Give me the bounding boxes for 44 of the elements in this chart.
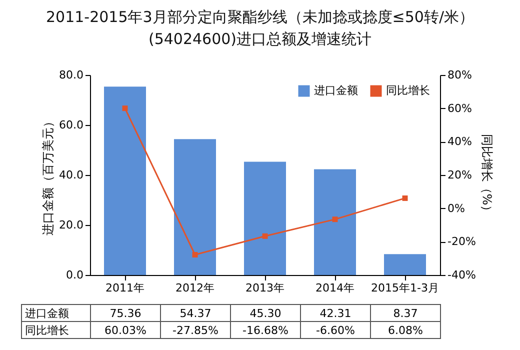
- x-tick-label: 2014年: [316, 282, 354, 294]
- x-tick-label: 2011年: [106, 282, 144, 294]
- bar: [314, 169, 356, 275]
- data-label: 8.37: [370, 304, 440, 322]
- data-label: -27.85%: [160, 322, 230, 338]
- bar: [244, 162, 286, 275]
- data-label: 6.08%: [370, 322, 440, 338]
- point: [332, 216, 338, 222]
- data-label: 42.31: [300, 304, 370, 322]
- x-tick-label: 2013年: [246, 282, 284, 294]
- y2-tick-label: 20%: [448, 168, 472, 182]
- chart-title: 2011-2015年3月部分定向聚酯纱线（未加捻或捻度≤50转/米）(54024600)进口总额及增速统计: [44, 7, 475, 50]
- y2-tick-label: 0%: [448, 202, 465, 215]
- data-label: 45.30: [230, 304, 300, 322]
- text: 进口金额: [25, 306, 69, 320]
- data-label: 54.37: [160, 304, 230, 322]
- data-label: -6.60%: [300, 322, 370, 338]
- y2-tick-label: 40%: [448, 135, 472, 148]
- y2-tick-label: -40%: [448, 268, 476, 282]
- point: [402, 195, 408, 201]
- x-tick-label: 2012年: [176, 282, 214, 294]
- y-axis-title: 进口金额（百万美元）: [41, 116, 56, 236]
- text: 同比增长: [25, 324, 69, 336]
- y2-tick-label: -20%: [448, 235, 476, 248]
- y2-axis-title: 同比增长（%）: [480, 134, 494, 218]
- x-tick-label: 2015年1-3月: [371, 282, 439, 294]
- y-tick-label: 60.0: [59, 118, 84, 132]
- y-tick-label: 80.0: [59, 68, 84, 82]
- point: [262, 233, 268, 239]
- y-tick-label: 40.0: [59, 168, 84, 182]
- legend-label: 进口金额: [314, 84, 358, 97]
- y-tick-label: 0.0: [66, 268, 84, 282]
- data-label: 75.36: [90, 304, 160, 322]
- data-label: 60.03%: [90, 322, 160, 338]
- data-label: -16.68%: [230, 322, 300, 338]
- point: [122, 106, 128, 112]
- legend-label: 同比增长: [386, 84, 430, 97]
- bar: [384, 254, 426, 275]
- point: [192, 252, 198, 258]
- bar: [104, 86, 146, 275]
- y-tick-label: 20.0: [59, 218, 84, 232]
- bar: [174, 139, 216, 275]
- y2-tick-label: 80%: [448, 68, 472, 82]
- y2-tick-label: 60%: [448, 102, 472, 115]
